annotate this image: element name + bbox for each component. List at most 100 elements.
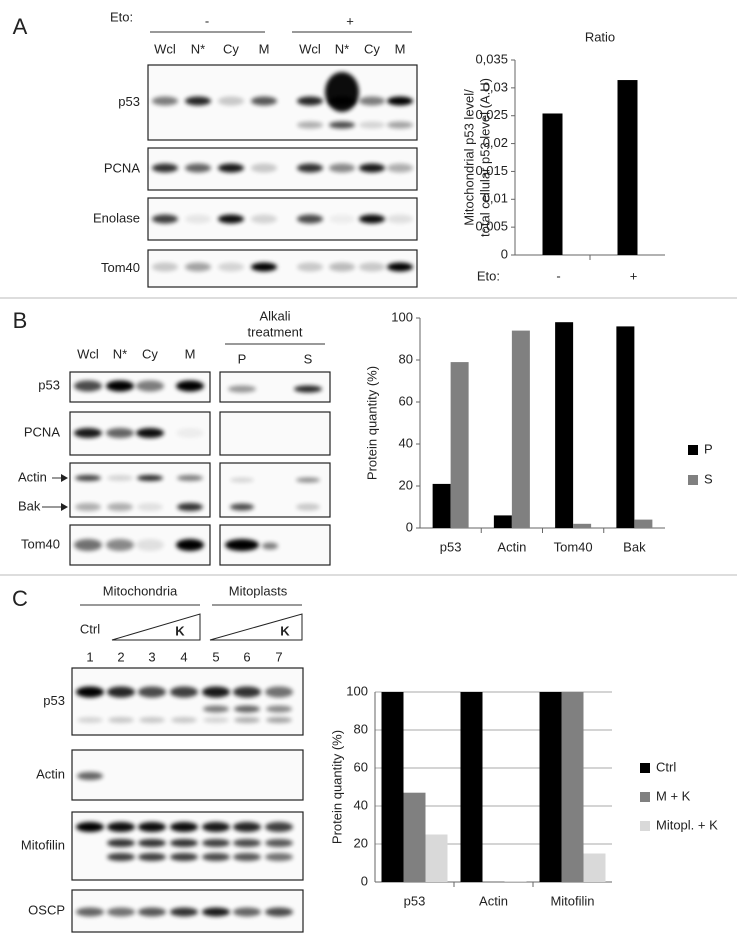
band (75, 475, 101, 481)
x-axis-label: Eto: (477, 268, 500, 283)
blot (219, 411, 331, 456)
legend-label: Mitopl. + K (656, 817, 718, 832)
band (265, 839, 293, 847)
band (152, 96, 178, 106)
row-label: Tom40 (21, 536, 60, 551)
band (152, 163, 178, 173)
eto-plus: + (346, 13, 354, 28)
panel-label: B (13, 308, 28, 333)
band (202, 853, 230, 861)
panel-label: A (13, 14, 28, 39)
band (228, 385, 256, 393)
eto-minus: - (205, 13, 209, 28)
lane-number: 4 (180, 649, 187, 664)
band (138, 686, 166, 698)
band (387, 214, 413, 224)
lane-label: Wcl (299, 41, 321, 56)
band (325, 72, 359, 112)
band (76, 686, 104, 698)
band (359, 262, 385, 272)
band (170, 686, 198, 698)
band (329, 121, 355, 129)
band (297, 214, 323, 224)
y-tick-label: 0 (501, 246, 508, 261)
band (387, 96, 413, 106)
band (203, 717, 229, 723)
bar (450, 362, 469, 528)
band (265, 822, 293, 832)
band (230, 477, 254, 483)
bar (617, 80, 638, 255)
x-tick-label: Actin (479, 893, 508, 908)
y-tick-label: 0,02 (483, 135, 508, 150)
row-label: Actin (18, 469, 47, 484)
band (107, 475, 133, 481)
band (387, 163, 413, 173)
band (170, 853, 198, 861)
y-tick-label: 0,01 (483, 191, 508, 206)
ctrl-label: Ctrl (80, 621, 100, 636)
band (297, 163, 323, 173)
band (152, 262, 178, 272)
band (171, 717, 197, 723)
bar (583, 853, 606, 882)
band (76, 822, 104, 832)
legend-swatch (688, 475, 698, 485)
alkali-label: Alkali (259, 308, 290, 323)
k-label: K (280, 623, 290, 638)
row-label: PCNA (24, 424, 60, 439)
y-axis-label: total cellular p53 level (A.U) (477, 78, 492, 237)
y-tick-label: 80 (399, 351, 413, 366)
lane-number: 3 (148, 649, 155, 664)
band (329, 262, 355, 272)
band (74, 380, 102, 392)
legend-label: S (704, 471, 713, 486)
row-label: p53 (118, 94, 140, 109)
band (233, 686, 261, 698)
x-tick-label: Mitofilin (550, 893, 594, 908)
bar (511, 330, 530, 528)
band (136, 428, 164, 438)
band (139, 717, 165, 723)
eto-label: Eto: (110, 9, 133, 24)
band (74, 539, 102, 551)
lane-label: M (259, 41, 270, 56)
x-tick-label: p53 (440, 539, 462, 554)
bar (555, 322, 574, 528)
y-tick-label: 80 (354, 721, 368, 736)
bar (573, 523, 592, 528)
y-tick-label: 0,005 (475, 219, 508, 234)
band (107, 839, 135, 847)
band (234, 705, 260, 713)
y-tick-label: 60 (399, 393, 413, 408)
fraction-label: P (238, 351, 247, 366)
band (251, 214, 277, 224)
band (251, 96, 277, 106)
bar (539, 692, 562, 882)
band (218, 96, 244, 106)
band (233, 907, 261, 917)
lane-label: N* (113, 346, 127, 361)
row-label: Actin (36, 766, 65, 781)
y-tick-label: 0 (361, 873, 368, 888)
y-tick-label: 40 (354, 797, 368, 812)
y-tick-label: 0,03 (483, 79, 508, 94)
band (266, 717, 292, 723)
band (107, 503, 133, 511)
band (170, 907, 198, 917)
band (177, 503, 203, 511)
band (106, 428, 134, 438)
band (262, 542, 278, 550)
lane-number: 1 (86, 649, 93, 664)
band (136, 380, 164, 392)
band (203, 705, 229, 713)
alkali-label: treatment (248, 324, 303, 339)
y-axis-label: Protein quantity (%) (364, 366, 379, 480)
lane-label: Cy (142, 346, 158, 361)
band (108, 717, 134, 723)
band (359, 214, 385, 224)
band (185, 163, 211, 173)
band (185, 214, 211, 224)
band (136, 539, 164, 551)
lane-label: M (185, 346, 196, 361)
